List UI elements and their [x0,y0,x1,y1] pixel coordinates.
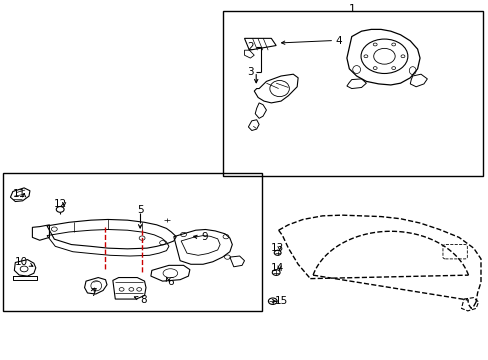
Text: 9: 9 [201,232,207,242]
Text: 11: 11 [13,189,26,199]
Text: 6: 6 [167,277,173,287]
Text: 14: 14 [270,263,284,273]
Text: 3: 3 [246,67,253,77]
Text: 7: 7 [90,288,97,298]
Text: 4: 4 [335,36,342,45]
Text: 1: 1 [348,4,356,14]
Text: 13: 13 [270,243,284,253]
Text: 8: 8 [140,295,146,305]
Bar [3,173,261,311]
Text: 10: 10 [15,257,28,267]
Text: 2: 2 [246,42,253,52]
Text: 15: 15 [274,296,287,306]
Text: 12: 12 [54,199,67,210]
Bar [222,12,483,176]
Text: 5: 5 [137,206,143,216]
